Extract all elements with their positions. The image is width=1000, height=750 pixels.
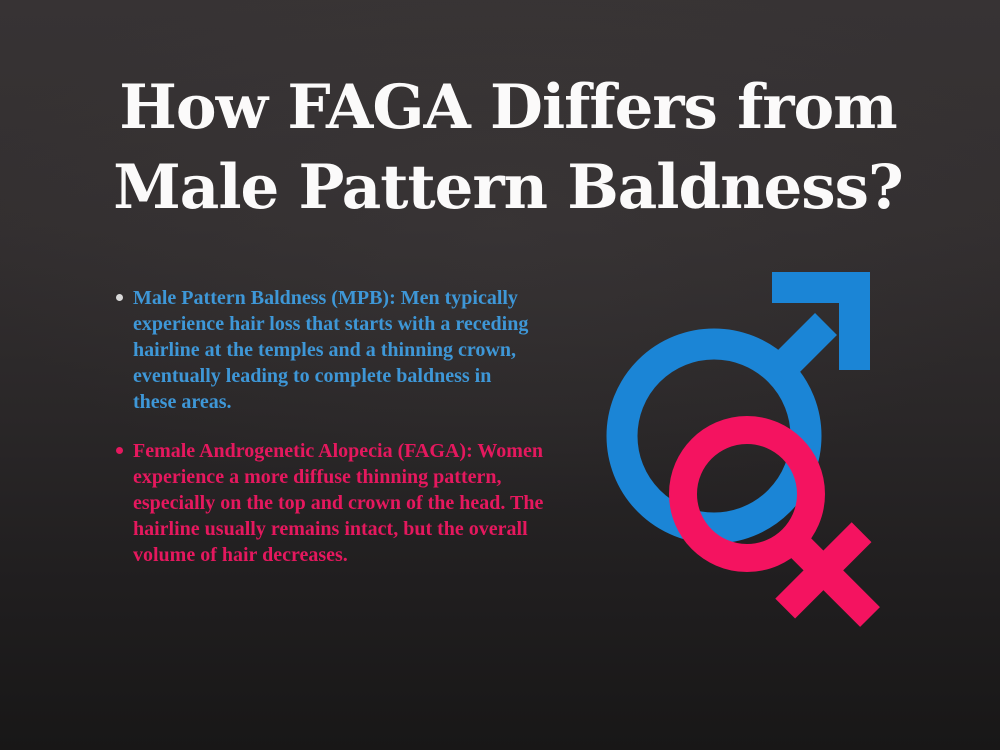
male-female-symbols-icon <box>606 272 880 627</box>
female-cross-bar <box>775 522 872 619</box>
mpb-line: hairline at the temples and a thinning c… <box>133 339 516 361</box>
male-arrow-head <box>772 272 870 370</box>
mpb-line: these areas. <box>133 391 232 413</box>
faga-line: volume of hair decreases. <box>133 544 348 566</box>
faga-description: Female Androgenetic Alopecia (FAGA): Wom… <box>133 438 543 568</box>
faga-line: hairline usually remains intact, but the… <box>133 518 528 540</box>
mpb-line: experience hair loss that starts with a … <box>133 313 529 335</box>
female-symbol-icon <box>669 415 880 627</box>
faga-line: especially on the top and crown of the h… <box>133 492 544 514</box>
male-symbol-icon <box>606 272 870 544</box>
bullet-item-mpb: Male Pattern Baldness (MPB): Men typical… <box>112 285 617 415</box>
title-line-2: Male Pattern Baldness? <box>113 152 903 223</box>
male-arrow-shaft <box>766 313 837 384</box>
title-line-1: How FAGA Differs from <box>119 72 897 143</box>
bullet-dot <box>116 294 123 301</box>
mpb-description: Male Pattern Baldness (MPB): Men typical… <box>133 285 528 415</box>
bullet-dot <box>116 447 123 454</box>
male-circle <box>606 328 822 544</box>
mpb-line: Male Pattern Baldness (MPB): Men typical… <box>133 287 518 309</box>
faga-line: experience a more diffuse thinning patte… <box>133 466 502 488</box>
faga-line: Female Androgenetic Alopecia (FAGA): Wom… <box>133 440 543 462</box>
bullet-list: Male Pattern Baldness (MPB): Men typical… <box>112 285 617 568</box>
bullet-item-faga: Female Androgenetic Alopecia (FAGA): Wom… <box>112 438 617 568</box>
mpb-line: eventually leading to complete baldness … <box>133 365 492 387</box>
page-title: How FAGA Differs from Male Pattern Baldn… <box>8 68 1000 228</box>
